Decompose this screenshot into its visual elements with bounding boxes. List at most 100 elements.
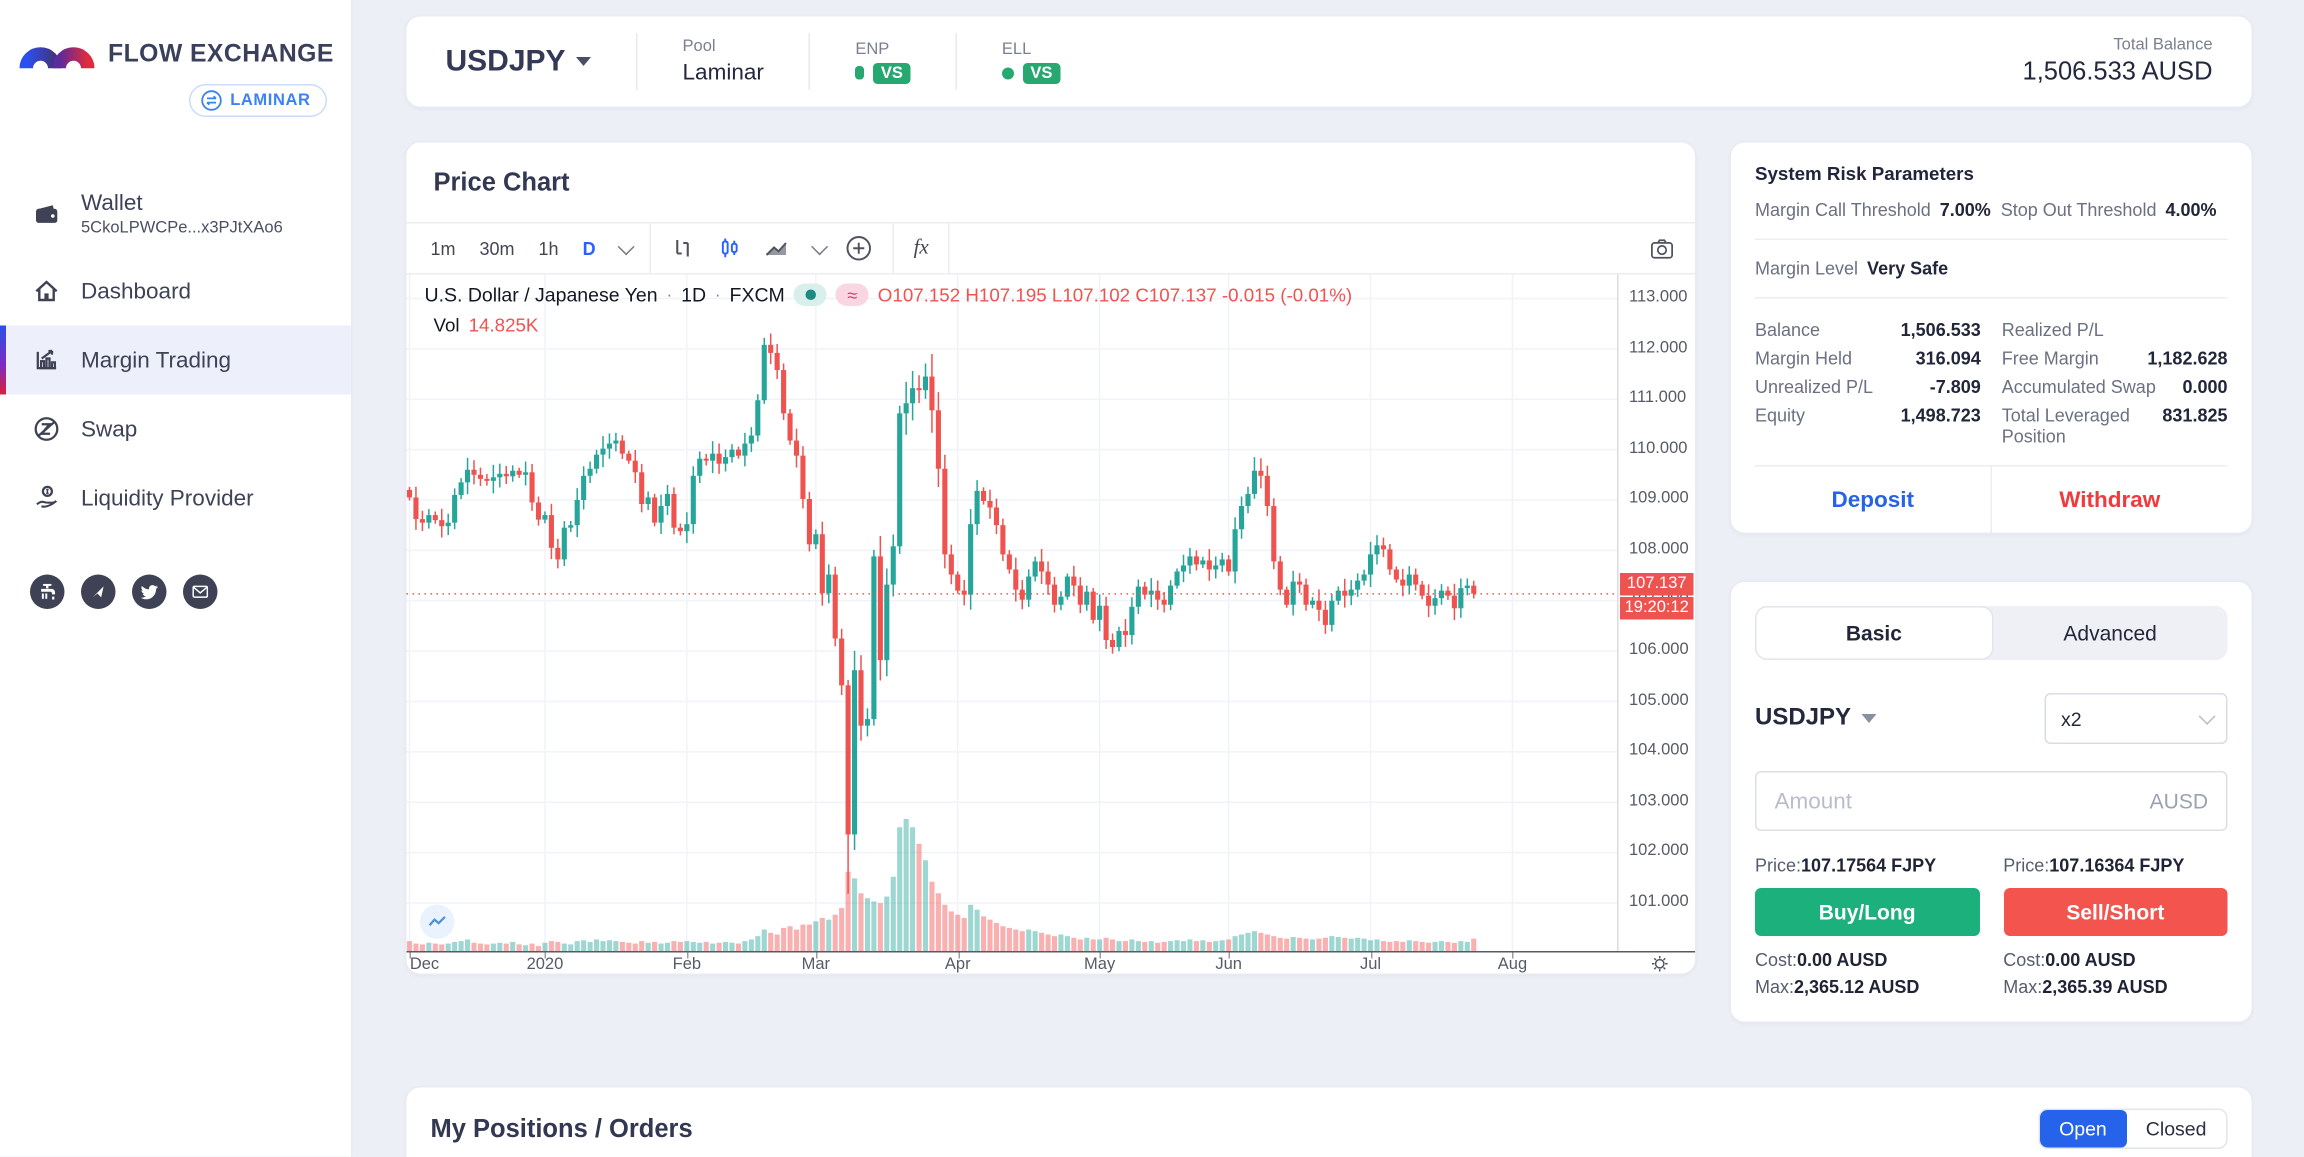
tab-advanced[interactable]: Advanced xyxy=(2063,621,2157,645)
pair-selector[interactable]: USDJPY xyxy=(446,44,592,79)
amount-field-wrap: AUSD xyxy=(1755,771,2228,831)
candles-style-icon[interactable] xyxy=(707,236,754,262)
email-icon[interactable] xyxy=(183,574,218,609)
compare-icon[interactable] xyxy=(660,236,707,262)
time-tick-label: Apr xyxy=(944,955,971,974)
enp-info: ENP VS xyxy=(855,40,911,84)
time-axis[interactable]: Dec 2020 Feb Mar Apr May Jun Jul Aug xyxy=(406,951,1695,974)
pool-info: Pool Laminar xyxy=(683,38,764,86)
style-menu-chevron-icon[interactable] xyxy=(801,237,834,255)
margin-level: Margin Level Very Safe xyxy=(1755,240,2228,299)
stat-free-margin: Free Margin 1,182.628 xyxy=(2001,347,2228,369)
faucet-icon[interactable] xyxy=(30,574,65,609)
volume-legend: Vol 14.825K xyxy=(433,315,539,336)
timeframe-1d[interactable]: D xyxy=(582,237,596,259)
bar-countdown: 19:20:12 xyxy=(1620,596,1694,620)
price-tick-label: 103.000 xyxy=(1629,791,1689,810)
legend-symbol: U.S. Dollar / Japanese Yen xyxy=(424,283,658,307)
approx-wave-badge[interactable]: ≈ xyxy=(835,283,869,306)
ell-vs-badge[interactable]: VS xyxy=(1022,62,1060,84)
source-dot-badge[interactable] xyxy=(793,283,827,306)
leverage-value: x2 xyxy=(2061,707,2082,730)
time-tick-label: 2020 xyxy=(526,955,564,974)
order-pair-selector[interactable]: USDJPY xyxy=(1755,705,1877,732)
time-tick-label: Dec xyxy=(409,955,440,974)
closed-tab-button[interactable]: Closed xyxy=(2145,1117,2207,1141)
total-balance-label: Total Balance xyxy=(2113,36,2213,54)
tab-basic[interactable]: Basic xyxy=(1755,606,1993,660)
twitter-icon[interactable] xyxy=(132,574,167,609)
time-tick-label: Jun xyxy=(1215,955,1242,974)
stat-margin-held: Margin Held 316.094 xyxy=(1755,347,1981,369)
compass-icon[interactable] xyxy=(81,574,116,609)
logo: FLOW EXCHANGE xyxy=(0,0,351,69)
order-pair-label: USDJPY xyxy=(1755,705,1852,731)
pool-label: Pool xyxy=(682,37,716,56)
stat-equity: Equity 1,498.723 xyxy=(1755,404,1981,426)
price-tick-label: 109.000 xyxy=(1629,489,1689,508)
chevron-down-icon xyxy=(576,57,592,66)
pair-label: USDJPY xyxy=(445,44,566,78)
ell-info: ELL VS xyxy=(1001,40,1060,84)
withdraw-button[interactable]: Withdraw xyxy=(1990,466,2228,533)
price-axis[interactable]: 101.000 102.000 103.000 104.000 105.000 106.0… xyxy=(1617,274,1695,951)
price-tick-label: 113.000 xyxy=(1629,288,1688,306)
sell-cost: Cost:0.00 AUSD xyxy=(2003,949,2136,971)
legend-ohlc: O107.152 H107.195 L107.102 C107.137 -0.0… xyxy=(877,284,1353,306)
price-tick-label: 110.000 xyxy=(1629,439,1688,458)
open-tab-button[interactable]: Open xyxy=(2039,1110,2127,1148)
deposit-button[interactable]: Deposit xyxy=(1831,486,1914,513)
sidebar-item-dashboard[interactable]: Dashboard xyxy=(0,257,351,326)
sell-max: Max:2,365.39 AUSD xyxy=(2003,976,2168,998)
risk-parameters-panel: System Risk Parameters Margin Call Thres… xyxy=(1729,141,2253,534)
sidebar: FLOW EXCHANGE LAMINAR xyxy=(0,0,353,1157)
total-balance-value: 1,506.533 AUSD xyxy=(2022,57,2213,86)
sell-short-button[interactable]: Sell/Short xyxy=(2003,888,2228,936)
amount-input[interactable] xyxy=(1774,788,2150,814)
buy-long-button[interactable]: Buy/Long xyxy=(1755,888,1980,936)
indicators-fx-icon[interactable]: fx xyxy=(913,236,929,259)
enp-vs-badge[interactable]: VS xyxy=(873,62,911,84)
positions-title: My Positions / Orders xyxy=(430,1113,693,1143)
stat-balance: Balance 1,506.533 xyxy=(1755,318,1981,340)
timeframe-1h[interactable]: 1h xyxy=(538,237,559,259)
sidebar-item-wallet[interactable]: Wallet 5CkoLPWCPe...x3PJtXAo6 xyxy=(0,171,351,257)
screenshot-camera-icon[interactable] xyxy=(1638,235,1686,262)
sidebar-item-swap[interactable]: Swap xyxy=(0,395,351,464)
wallet-label: Wallet xyxy=(81,190,143,217)
symbol-topbar: USDJPY Pool Laminar ENP VS ELL xyxy=(405,15,2253,108)
sidebar-item-margin-trading[interactable]: Margin Trading xyxy=(0,325,351,395)
timeframe-1m[interactable]: 1m xyxy=(430,237,456,259)
order-tabs: Basic Advanced xyxy=(1755,606,2228,660)
laminar-badge[interactable]: LAMINAR xyxy=(189,84,327,117)
sidebar-item-label: Swap xyxy=(81,416,138,442)
time-tick-label: Aug xyxy=(1497,955,1528,974)
timeframe-30m[interactable]: 30m xyxy=(479,237,515,259)
order-panel: Basic Advanced USDJPY x2 xyxy=(1729,580,2253,1023)
chart-title: Price Chart xyxy=(406,143,1695,224)
tradingview-watermark-icon[interactable] xyxy=(420,904,455,939)
amount-unit: AUSD xyxy=(2149,789,2208,813)
last-price-tag: 107.137 19:20:12 xyxy=(1620,572,1694,620)
stop-out-threshold: Stop Out Threshold 4.00% xyxy=(2000,199,2217,221)
account-stats: Balance 1,506.533 Margin Held 316.094 Unre… xyxy=(1755,299,2228,467)
social-links xyxy=(0,533,351,609)
buy-cost: Cost:0.00 AUSD xyxy=(1755,949,1888,971)
area-style-icon[interactable] xyxy=(753,236,801,262)
sidebar-item-liquidity-provider[interactable]: Liquidity Provider xyxy=(0,464,351,533)
wallet-icon xyxy=(32,199,62,229)
chevron-down-icon xyxy=(2198,707,2216,725)
buy-max: Max:2,365.12 AUSD xyxy=(1755,976,1920,998)
add-indicator-icon[interactable] xyxy=(834,234,884,263)
margin-call-threshold: Margin Call Threshold 7.00% xyxy=(1755,199,1991,221)
positions-panel: My Positions / Orders Open Closed #TX HA… xyxy=(405,1086,2253,1157)
timeframe-menu-chevron-icon[interactable] xyxy=(608,237,641,255)
leverage-select[interactable]: x2 xyxy=(2044,693,2228,744)
chart-settings-gear-icon[interactable] xyxy=(1650,954,1670,974)
sell-price: Price:107.16364 FJPY xyxy=(2003,855,2185,876)
chart-legend: U.S. Dollar / Japanese Yen · 1D · FXCM ≈… xyxy=(424,283,1353,307)
candlestick-plot[interactable] xyxy=(406,274,1618,952)
stat-unrealized-pl: Unrealized P/L -7.809 xyxy=(1755,375,1981,397)
price-tick-label: 112.000 xyxy=(1629,338,1688,357)
price-tick-label: 104.000 xyxy=(1629,741,1689,760)
